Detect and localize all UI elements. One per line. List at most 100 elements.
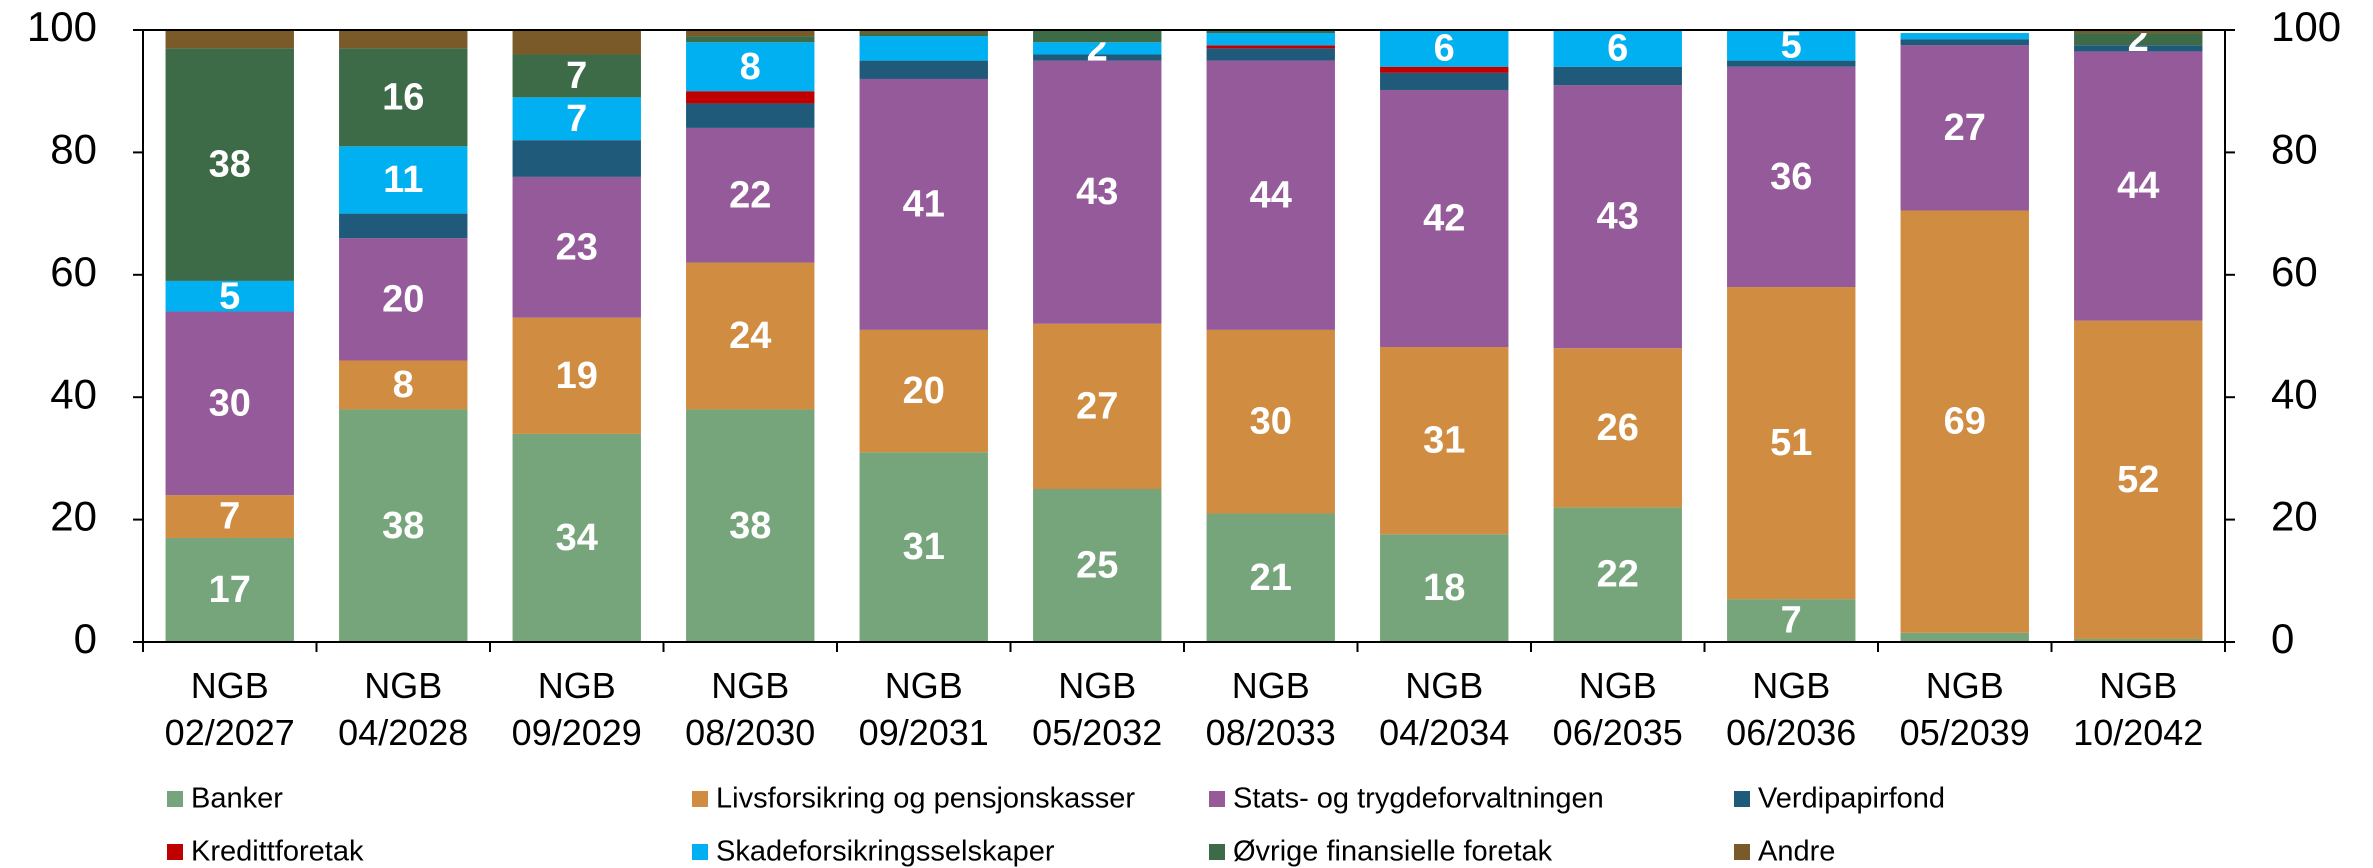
- bar-segment: [859, 60, 988, 79]
- bar-segment: [339, 146, 468, 214]
- data-label: 51: [1770, 422, 1812, 464]
- bar-segment: [1206, 33, 1335, 46]
- x-tick-label: NGB 04/2034: [1379, 665, 1509, 753]
- legend-swatch: [1734, 844, 1750, 860]
- data-label: 8: [393, 364, 414, 406]
- data-label: 21: [1250, 557, 1292, 599]
- data-label: 7: [1781, 600, 1802, 642]
- bar-segment: [512, 30, 641, 55]
- legend-swatch: [692, 844, 708, 860]
- bar-segment: [686, 127, 815, 263]
- data-label: 5: [219, 275, 240, 317]
- legend-label: Livsforsikring og pensjonskasser: [716, 783, 1135, 815]
- data-label: 34: [556, 517, 598, 559]
- bar-segment: [1380, 89, 1509, 348]
- bar-segment: [1727, 60, 1856, 67]
- data-label: 43: [1076, 171, 1118, 213]
- bar-segment: [1553, 85, 1682, 349]
- legend-swatch: [167, 791, 183, 807]
- x-tick-label: NGB 09/2031: [859, 665, 989, 753]
- bar-segment: [512, 54, 641, 98]
- data-label: 30: [1250, 401, 1292, 443]
- bar-segment: [1380, 30, 1509, 67]
- bar-segment: [165, 311, 294, 496]
- bar-segment: [859, 452, 988, 642]
- data-label: 69: [1944, 401, 1986, 443]
- y2-tick-label: 80: [2271, 125, 2318, 172]
- legend-label: Stats- og trygdeforvaltningen: [1233, 783, 1604, 815]
- bar-segment: [1380, 534, 1509, 642]
- data-label: 31: [903, 526, 945, 568]
- data-label: 7: [566, 98, 587, 140]
- bar-segment: [1206, 45, 1335, 49]
- bar-segment: [512, 176, 641, 318]
- bar-segment: [1206, 60, 1335, 330]
- data-label: 23: [556, 226, 598, 268]
- bar-segment: [1900, 45, 2029, 211]
- bar-segment: [1553, 348, 1682, 508]
- data-label: 7: [566, 55, 587, 97]
- bar-segment: [165, 537, 294, 642]
- legend-label: Kredittforetak: [191, 836, 364, 868]
- y-tick-label: 80: [50, 125, 97, 172]
- bar-segment: [1033, 42, 1162, 55]
- bar-segment: [859, 329, 988, 453]
- bar-segment: [1900, 33, 2029, 40]
- legend-swatch: [692, 791, 708, 807]
- data-label: 22: [729, 174, 771, 216]
- bar-segment: [1033, 54, 1162, 61]
- x-tick-label: NGB 06/2035: [1553, 665, 1683, 753]
- legend-label: Skadeforsikringsselskaper: [716, 836, 1055, 868]
- bar-segment: [859, 30, 988, 34]
- bar-segment: [339, 30, 468, 49]
- legend-swatch: [1209, 844, 1225, 860]
- bar-segment: [2074, 45, 2203, 52]
- bar-segment: [1380, 72, 1509, 90]
- bar-segment: [1553, 30, 1682, 67]
- bar-segment: [165, 280, 294, 312]
- bar-segment: [1727, 30, 1856, 61]
- y2-tick-label: 20: [2271, 493, 2318, 540]
- bar-segment: [2074, 638, 2203, 642]
- data-label: 7: [219, 496, 240, 538]
- data-label: 42: [1423, 198, 1465, 240]
- bar-segment: [686, 42, 815, 92]
- y-tick-label: 20: [50, 493, 97, 540]
- data-label: 43: [1597, 196, 1639, 238]
- x-tick-label: NGB 09/2029: [512, 665, 642, 753]
- data-label: 41: [903, 183, 945, 225]
- bar-segment: [1553, 66, 1682, 86]
- bar-segment: [339, 238, 468, 361]
- y2-tick-label: 40: [2271, 370, 2318, 417]
- x-tick-label: NGB 10/2042: [2073, 665, 2203, 753]
- data-label: 30: [209, 382, 251, 424]
- bar-segment: [1033, 60, 1162, 324]
- legend-label: Verdipapirfond: [1758, 783, 1945, 815]
- x-tick-label: NGB 05/2032: [1032, 665, 1162, 753]
- bar-segment: [686, 30, 815, 37]
- bar-segment: [512, 97, 641, 141]
- y2-tick-label: 100: [2271, 3, 2341, 50]
- bar-segment: [339, 213, 468, 239]
- bar-segment: [165, 30, 294, 49]
- bar-segment: [1900, 632, 2029, 642]
- data-label: 2: [2128, 18, 2149, 60]
- bar-segment: [859, 33, 988, 37]
- bar-segment: [1380, 347, 1509, 535]
- bar-segment: [686, 409, 815, 642]
- bar-segment: [2074, 51, 2203, 321]
- data-label: 27: [1944, 107, 1986, 149]
- data-label: 11: [383, 159, 423, 201]
- bar-segment: [1206, 30, 1335, 34]
- y-tick-label: 40: [50, 370, 97, 417]
- bar-segment: [339, 360, 468, 410]
- y2-tick-label: 60: [2271, 248, 2318, 295]
- data-label: 38: [729, 505, 771, 547]
- bar-segment: [1900, 39, 2029, 46]
- legend-swatch: [1734, 791, 1750, 807]
- data-label: 18: [1423, 567, 1465, 609]
- bar-segment: [2074, 30, 2203, 34]
- bar-segment: [1033, 323, 1162, 489]
- data-label: 5: [1781, 24, 1802, 66]
